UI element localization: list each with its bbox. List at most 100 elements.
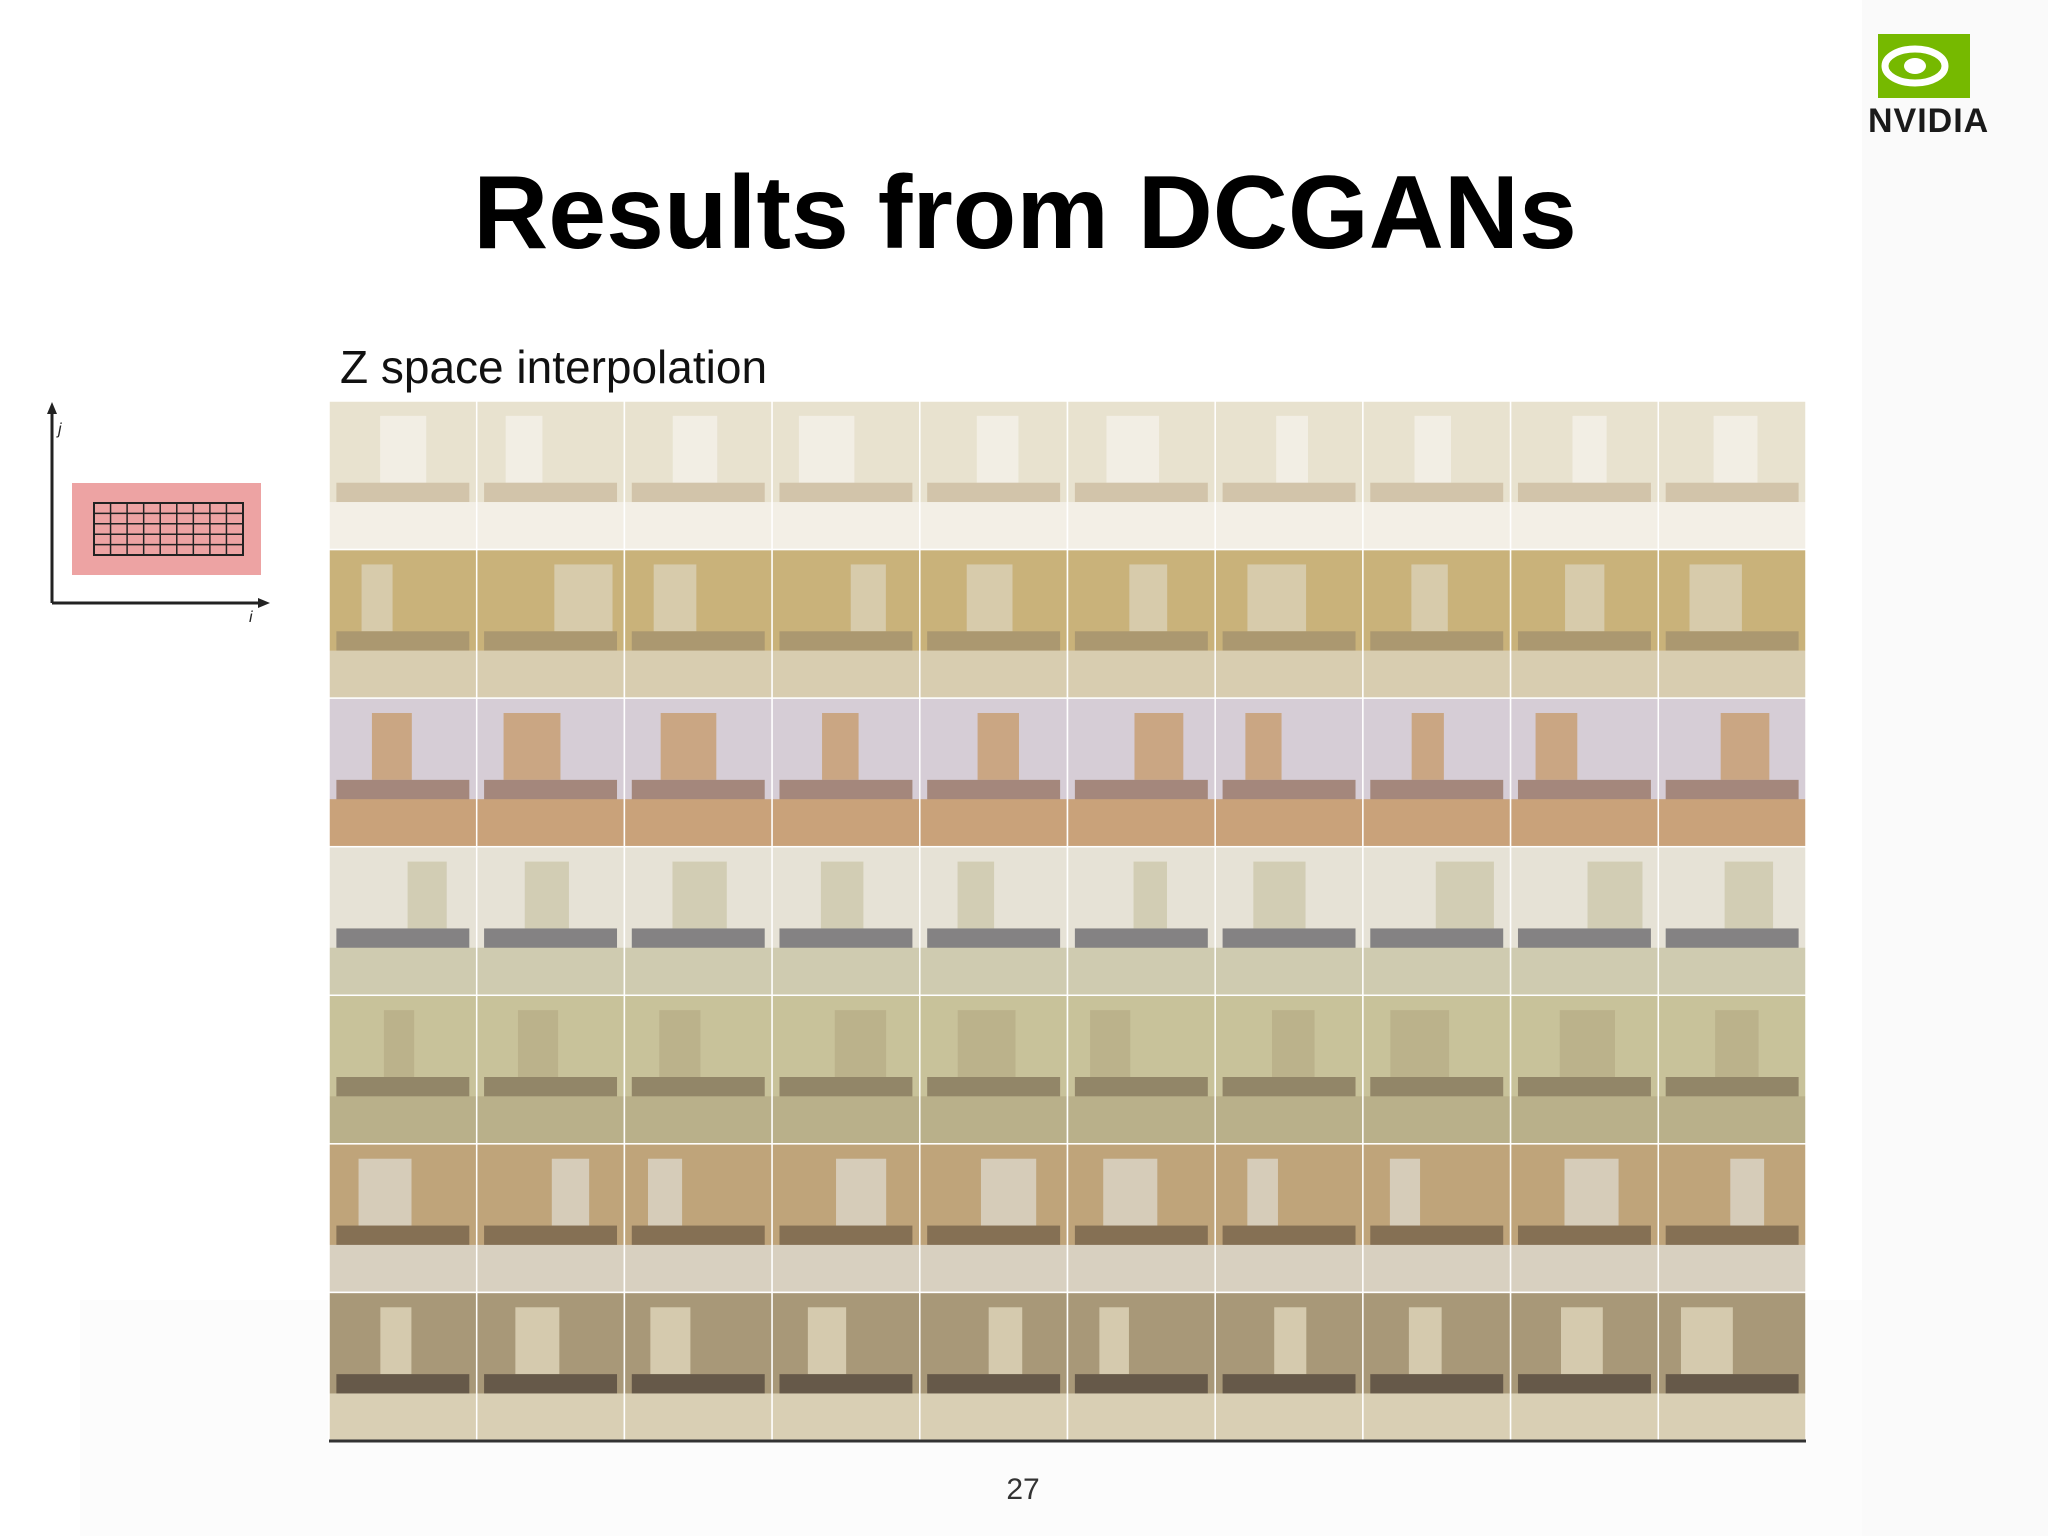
tile-bed <box>1362 650 1511 699</box>
tile-window <box>1411 564 1448 632</box>
tile-window <box>966 564 1013 632</box>
tile-window <box>1134 713 1184 780</box>
tile-window <box>807 1307 847 1375</box>
axis-diagram: j i <box>47 402 270 626</box>
image-tile <box>475 400 626 551</box>
tile-bed <box>1510 1393 1659 1441</box>
image-tile <box>919 845 1069 997</box>
tile-bed <box>1215 502 1363 550</box>
tile-window <box>1245 713 1282 780</box>
tile-window <box>1274 1307 1307 1375</box>
tile-window <box>554 564 613 632</box>
image-tile <box>1214 845 1364 997</box>
nvidia-logo: NVIDIA <box>1868 34 1988 140</box>
tile-bed <box>1362 799 1511 847</box>
tile-window <box>1253 861 1306 929</box>
image-tile <box>623 994 773 1145</box>
tile-bed <box>329 799 477 847</box>
page-number: 27 <box>1006 1473 1039 1506</box>
tile-bed <box>476 947 625 996</box>
image-tile <box>1362 548 1512 699</box>
image-tile <box>328 845 478 997</box>
image-tile <box>1362 845 1512 997</box>
tile-window <box>503 713 561 780</box>
tile-window <box>1715 1010 1759 1077</box>
tile-window <box>660 713 717 780</box>
tile-window <box>1730 1158 1765 1226</box>
image-tile <box>475 548 626 699</box>
image-tile <box>1066 548 1216 699</box>
image-tile <box>1657 1291 1807 1442</box>
image-tile <box>1362 994 1512 1145</box>
tile-bed <box>1362 1096 1511 1144</box>
tile-bed <box>329 1244 477 1293</box>
image-tile <box>475 697 626 848</box>
tile-window <box>1414 415 1451 483</box>
tile-bed <box>329 1393 477 1441</box>
tile-bed <box>624 650 773 699</box>
image-tile <box>919 1291 1069 1442</box>
tile-window <box>1276 415 1308 483</box>
tile-window <box>380 1307 412 1375</box>
tile-bed <box>1510 502 1659 550</box>
tile-window <box>988 1307 1023 1375</box>
image-tile <box>1214 994 1364 1145</box>
tile-bed <box>1658 650 1806 699</box>
tile-bed <box>919 947 1068 996</box>
image-tile <box>1657 697 1807 848</box>
tile-window <box>1565 564 1605 632</box>
image-tile <box>919 697 1069 848</box>
tile-window <box>1720 713 1770 780</box>
tile-window <box>836 1158 887 1226</box>
tile-bed <box>329 1096 477 1144</box>
logo-eye <box>1881 45 1949 87</box>
image-tile <box>919 1143 1069 1294</box>
tile-window <box>1680 1307 1733 1375</box>
tile-window <box>1689 564 1742 632</box>
y-arrow <box>47 402 57 414</box>
tile-bed <box>624 947 773 996</box>
image-tile <box>1214 1291 1364 1442</box>
tile-bed <box>1658 1244 1806 1293</box>
tile-window <box>957 1010 1016 1077</box>
tile-bed <box>1658 947 1806 996</box>
mini-grid-border <box>93 502 244 556</box>
image-tile <box>1362 400 1512 551</box>
tile-bed <box>1362 1393 1511 1441</box>
slide-title: Results from DCGANs <box>473 155 1577 271</box>
tile-window <box>672 415 718 483</box>
tile-bed <box>476 1393 625 1441</box>
image-tile <box>1657 845 1807 997</box>
tile-window <box>822 713 859 780</box>
image-tile <box>475 1143 626 1294</box>
side-band <box>1862 0 2048 1536</box>
image-tile <box>771 845 921 997</box>
tile-window <box>1271 1010 1315 1077</box>
tile-bed <box>1067 1244 1216 1293</box>
image-tile <box>771 548 921 699</box>
tile-window <box>820 861 864 929</box>
image-tile <box>1066 400 1216 551</box>
mini-grid <box>93 502 244 556</box>
tile-bed <box>1510 1096 1659 1144</box>
image-tile <box>475 994 626 1145</box>
tile-window <box>1587 861 1643 929</box>
y-axis-label: j <box>56 421 62 438</box>
tile-bed <box>1658 502 1806 550</box>
image-tile <box>1509 400 1660 551</box>
tile-bed <box>329 502 477 550</box>
image-tile <box>771 994 921 1145</box>
image-tile <box>771 400 921 551</box>
tile-bed <box>1067 799 1216 847</box>
image-tile <box>623 400 773 551</box>
image-tile <box>1657 1143 1807 1294</box>
tile-bed <box>919 1096 1068 1144</box>
logo-pupil <box>1904 58 1926 74</box>
tile-bed <box>1510 650 1659 699</box>
image-tile <box>1066 845 1216 997</box>
tile-window <box>380 415 427 483</box>
image-tile <box>328 400 478 551</box>
image-tile <box>1657 994 1807 1145</box>
tile-bed <box>476 799 625 847</box>
